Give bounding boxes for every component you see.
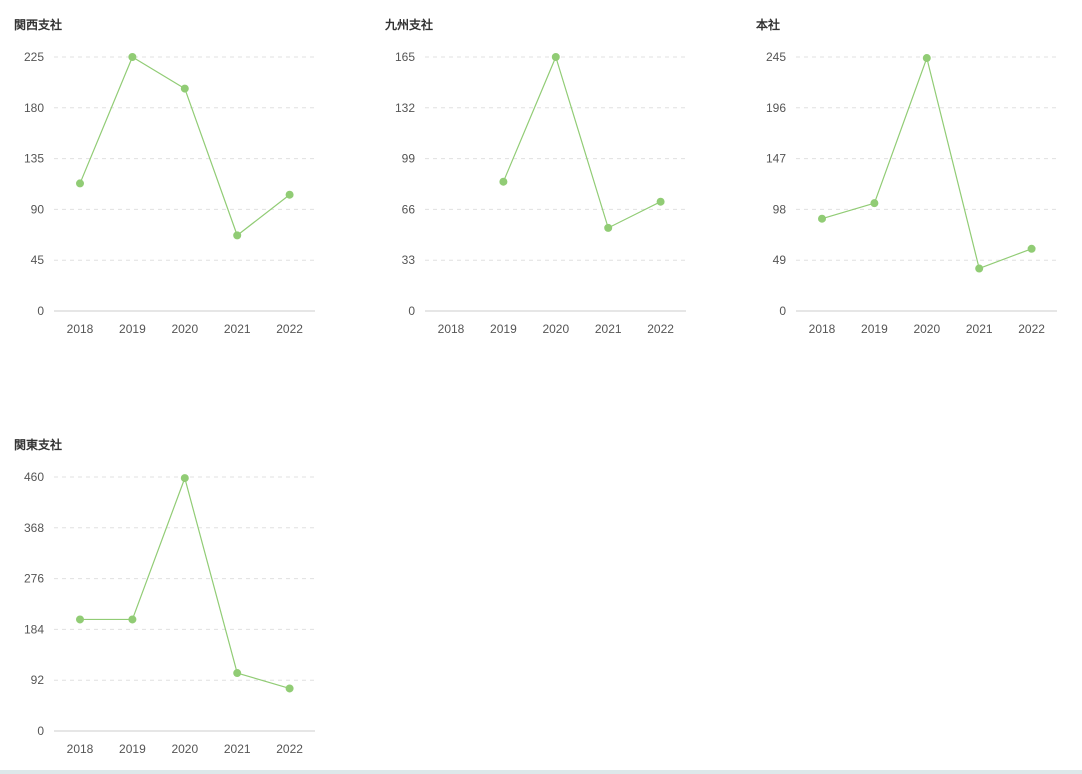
data-point[interactable] [922,54,931,63]
data-point[interactable] [233,669,242,678]
data-point[interactable] [656,197,665,206]
y-tick-label: 66 [402,202,416,216]
chart-panel-kyushu: 九州支社 0 33 66 99 132 165 2018 2019 2020 2021 2022 [371,0,711,340]
line-chart-kyushu: 0 33 66 99 132 165 2018 2019 2020 2021 2022 [395,50,686,336]
data-point[interactable] [818,214,826,223]
x-tick-label: 2022 [647,322,674,336]
series-line [80,477,290,690]
x-tick-label: 2022 [276,742,303,756]
x-tick-label: 2022 [276,322,303,336]
y-tick-label: 45 [31,253,45,267]
chart-title: 関西支社 [14,18,63,32]
x-tick-label: 2021 [595,322,622,336]
chart-title: 本社 [756,18,781,32]
bottom-border [0,770,1082,774]
x-tick-label: 2018 [67,742,94,756]
y-tick-label: 276 [24,572,44,586]
y-tick-label: 460 [24,470,44,484]
data-point[interactable] [180,474,189,483]
chart-title: 関東支社 [14,438,63,452]
x-tick-label: 2018 [67,322,94,336]
x-tick-label: 2020 [171,742,198,756]
x-tick-label: 2019 [861,322,888,336]
y-tick-label: 180 [24,101,44,115]
data-point[interactable] [975,264,984,273]
y-tick-label: 0 [37,724,44,738]
x-tick-label: 2021 [224,322,251,336]
y-tick-label: 165 [395,50,415,64]
data-point[interactable] [233,231,242,240]
data-point[interactable] [128,615,137,624]
data-point[interactable] [551,53,560,61]
x-tick-label: 2020 [542,322,569,336]
x-tick-label: 2019 [119,322,146,336]
series-line [502,56,661,229]
x-tick-label: 2021 [224,742,251,756]
series-line [79,56,290,236]
line-chart-kansai: 0 45 90 135 180 225 2018 2019 2020 2021 2022 [24,50,315,336]
y-tick-label: 184 [24,622,44,636]
x-tick-label: 2019 [119,742,146,756]
y-tick-label: 92 [31,673,45,687]
data-point[interactable] [499,177,508,186]
data-point[interactable] [604,223,613,232]
data-point[interactable] [180,84,189,93]
chart-panel-honsha: 本社 0 49 98 147 196 245 2018 2019 2020 2021 2022 [742,0,1082,340]
chart-title: 九州支社 [385,18,434,32]
y-tick-label: 99 [402,152,416,166]
data-point[interactable] [76,615,84,624]
x-tick-label: 2020 [171,322,198,336]
y-tick-label: 196 [766,101,786,115]
x-tick-label: 2018 [438,322,465,336]
y-tick-label: 368 [24,521,44,535]
data-point[interactable] [285,684,294,693]
y-tick-label: 0 [37,304,44,318]
chart-panel-kansai: 関西支社 0 45 90 135 180 225 2018 2019 2020 2021 2022 [0,0,340,340]
y-tick-label: 225 [24,50,44,64]
series-line [821,57,1032,270]
data-point[interactable] [285,190,294,199]
data-point[interactable] [76,179,84,188]
line-chart-kanto: 0 92 184 276 368 460 2018 2019 2020 2021 2022 [24,470,315,756]
x-tick-label: 2021 [966,322,993,336]
y-tick-label: 147 [766,152,786,166]
line-chart-honsha: 0 49 98 147 196 245 2018 2019 2020 2021 2022 [766,50,1057,336]
data-point[interactable] [870,199,879,208]
y-tick-label: 90 [31,202,45,216]
y-tick-label: 135 [24,152,44,166]
x-tick-label: 2022 [1018,322,1045,336]
data-point[interactable] [1027,244,1036,253]
y-tick-label: 0 [408,304,415,318]
x-tick-label: 2018 [809,322,836,336]
x-tick-label: 2019 [490,322,517,336]
y-tick-label: 33 [402,253,416,267]
y-tick-label: 0 [779,304,786,318]
chart-panel-kanto: 関東支社 0 92 184 276 368 460 2018 2019 2020 2021 2022 [0,420,340,760]
y-tick-label: 98 [773,202,787,216]
data-point[interactable] [128,53,137,61]
y-tick-label: 245 [766,50,786,64]
x-tick-label: 2020 [913,322,940,336]
y-tick-label: 132 [395,101,415,115]
y-tick-label: 49 [773,253,787,267]
